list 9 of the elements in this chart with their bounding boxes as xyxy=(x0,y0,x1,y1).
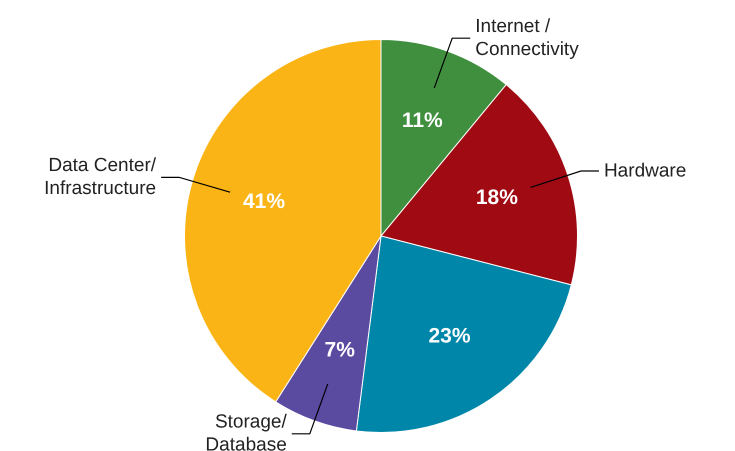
data-label: 41% xyxy=(242,190,286,213)
data-label: 7% xyxy=(324,338,356,362)
data-label: 18% xyxy=(476,186,518,210)
slice-label: Hardware xyxy=(604,160,686,182)
slice-label: Storage/ Database xyxy=(205,412,288,451)
slice-label: Internet / Connectivity xyxy=(475,16,580,60)
data-label: 23% xyxy=(428,324,471,348)
slice-label: Data Center/ Infrastructure xyxy=(44,155,157,200)
data-label: 11% xyxy=(402,109,444,132)
